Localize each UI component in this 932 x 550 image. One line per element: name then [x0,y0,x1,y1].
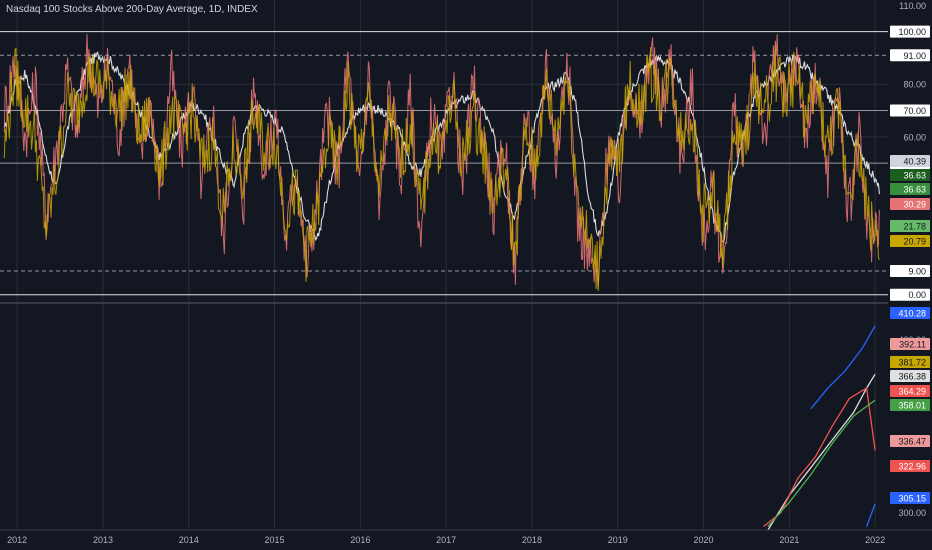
price-label-box [890,356,930,368]
price-label: 358.01 [898,401,926,411]
price-label: 36.63 [903,171,926,181]
y-tick-box [890,265,930,278]
y-tick-label: 110.00 [899,1,926,11]
y-tick-label: 9.00 [908,267,926,277]
x-tick-label: 2015 [265,535,285,545]
price-label: 410.28 [898,309,926,319]
price-label-box [890,198,930,210]
price-label: 322.96 [898,462,926,472]
price-label: 392.11 [899,340,926,350]
price-label-box [890,155,930,167]
y-tick-label: 70.00 [903,106,926,116]
x-tick-label: 2018 [522,535,542,545]
price-label-box [890,435,930,447]
y-tick-label: 300.00 [898,508,926,518]
price-label: 364.29 [898,387,926,397]
y-tick-label: 60.00 [903,132,926,142]
x-tick-label: 2013 [93,535,113,545]
price-label: 381.72 [898,358,926,368]
price-series-line [767,399,876,527]
price-label: 21.78 [903,222,926,232]
price-label: 40.39 [903,157,926,167]
y-tick-label: 80.00 [903,80,926,90]
x-tick-label: 2021 [779,535,799,545]
x-tick-label: 2016 [350,535,370,545]
price-label-box [890,183,930,195]
y-tick-box [890,288,930,301]
chart-title: Nasdaq 100 Stocks Above 200-Day Average,… [6,4,258,15]
price-label-box [890,492,930,504]
price-label: 336.47 [898,437,926,447]
price-series-line [810,325,876,410]
x-tick-label: 2022 [865,535,885,545]
price-label-box [890,338,930,350]
x-tick-label: 2017 [436,535,456,545]
price-label-box [890,307,930,319]
price-label-box [890,460,930,472]
price-label: 36.63 [903,185,926,195]
price-series-line [865,503,876,527]
price-label-box [890,399,930,411]
right-axis-top [888,0,932,300]
y-tick-label: 91.00 [903,51,926,61]
price-label-box [890,235,930,247]
price-label-box [890,385,930,397]
y-tick-label: 100.00 [898,27,926,37]
price-label-box [890,370,930,382]
y-tick-box [890,25,930,38]
price-label-box [890,220,930,232]
oscillator-series-line [3,45,880,291]
oscillator-series-line [3,51,880,244]
price-label: 20.79 [903,237,926,247]
price-label: 305.15 [898,494,926,504]
x-tick-label: 2012 [7,535,27,545]
x-tick-label: 2014 [179,535,199,545]
y-tick-box [890,49,930,62]
price-label-box [890,169,930,181]
price-label: 30.29 [903,200,926,210]
y-tick-box [890,104,930,117]
x-tick-label: 2019 [608,535,628,545]
price-series-line [763,387,876,528]
y-tick-label: 0.00 [908,290,926,300]
price-label: 366.38 [898,372,926,382]
x-tick-label: 2020 [694,535,714,545]
